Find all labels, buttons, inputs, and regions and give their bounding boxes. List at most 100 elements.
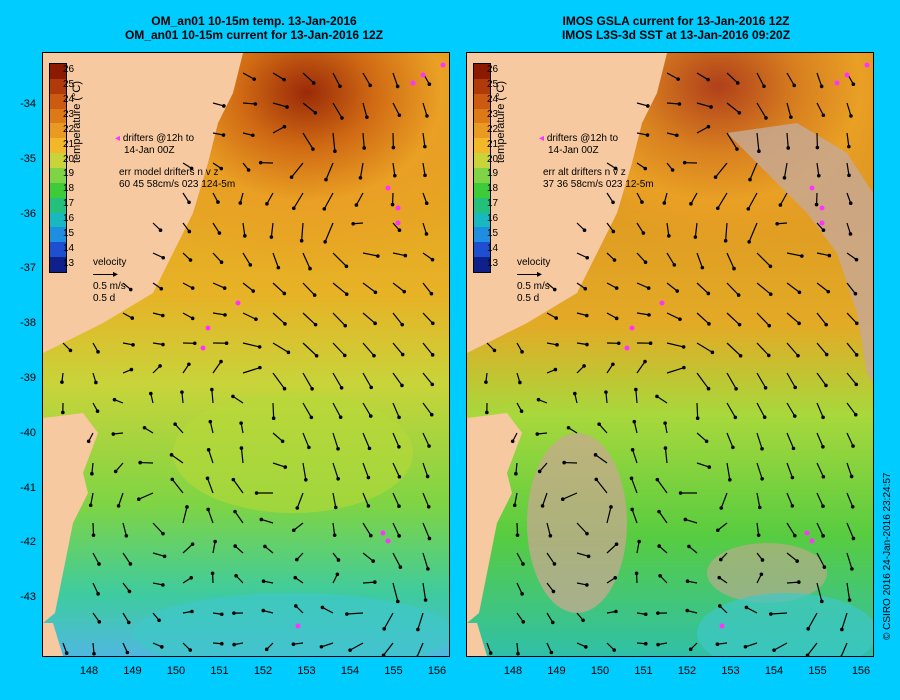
- velocity-arrow-head: [704, 439, 709, 444]
- colorbar-tick-label: 26: [487, 64, 499, 76]
- velocity-arrow: [747, 192, 758, 210]
- velocity-arrow-head: [796, 353, 800, 358]
- velocity-arrow-head: [299, 238, 304, 243]
- velocity-arrow-head: [190, 609, 194, 614]
- velocity-arrow: [666, 222, 670, 236]
- velocity-arrow: [726, 462, 731, 480]
- velocity-arrow: [122, 612, 130, 623]
- velocity-arrow: [362, 102, 368, 118]
- velocity-arrow: [422, 582, 427, 601]
- velocity-arrow: [816, 462, 824, 478]
- velocity-arrow: [516, 552, 524, 565]
- velocity-arrow: [212, 282, 225, 289]
- velocity-arrow: [242, 252, 251, 266]
- velocity-arrow-head: [706, 386, 711, 391]
- velocity-arrow-head: [685, 579, 690, 584]
- velocity-arrow-head: [614, 316, 619, 321]
- velocity-arrow-head: [614, 286, 619, 290]
- velocity-arrow: [756, 402, 766, 418]
- velocity-arrow: [605, 392, 608, 404]
- right-map[interactable]: 26 25 24 23 22 21 20 19 18 17 16 15 14 13 temperature…: [466, 52, 874, 657]
- velocity-arrow: [270, 222, 274, 238]
- right-drifters-label-2: 14-Jan 00Z: [548, 145, 599, 156]
- y-tick-label: -36: [20, 207, 36, 220]
- velocity-arrow-head: [676, 77, 680, 81]
- velocity-arrow-head: [824, 383, 828, 388]
- drifter-marker: [205, 325, 211, 331]
- velocity-arrow-head: [553, 367, 558, 372]
- velocity-arrow-head: [333, 505, 338, 510]
- velocity-arrow-head: [645, 133, 650, 137]
- velocity-arrow-head: [815, 145, 820, 150]
- velocity-arrow: [816, 72, 823, 87]
- velocity-arrow-head: [397, 228, 402, 233]
- velocity-arrow-head: [655, 394, 659, 399]
- velocity-arrow-head: [516, 651, 520, 656]
- right-title: IMOS GSLA current for 13-Jan-2016 12Z IM…: [466, 14, 886, 42]
- velocity-arrow: [746, 606, 758, 614]
- velocity-arrow-head: [795, 559, 799, 563]
- velocity-arrow-head: [398, 565, 403, 569]
- velocity-arrow: [606, 543, 617, 554]
- velocity-arrow-head: [312, 293, 317, 297]
- velocity-arrow-head: [646, 104, 650, 108]
- velocity-arrow-head: [764, 116, 768, 120]
- velocity-arrow-head: [291, 528, 296, 533]
- drifter-marker: [834, 80, 840, 86]
- velocity-arrow-head: [821, 228, 826, 233]
- velocity-arrow-head: [92, 651, 96, 656]
- velocity-arrow-head: [747, 239, 751, 244]
- velocity-arrow-head: [772, 648, 776, 652]
- velocity-arrow: [726, 432, 734, 448]
- velocity-arrow: [272, 252, 279, 268]
- colorbar-segment: [50, 153, 66, 169]
- velocity-arrow-head: [304, 477, 308, 482]
- y-tick-label: -40: [20, 426, 36, 439]
- velocity-arrow-head: [261, 579, 266, 584]
- colorbar-segment: [474, 227, 490, 243]
- velocity-arrow-head: [759, 572, 764, 577]
- velocity-arrow-head: [853, 412, 858, 417]
- velocity-arrow-head: [735, 147, 739, 151]
- left-velocity-scale: 0.5 m/s: [93, 281, 126, 292]
- velocity-arrow-head: [840, 627, 844, 632]
- velocity-arrow-head: [366, 504, 371, 508]
- velocity-arrow-head: [233, 509, 237, 514]
- drifter-marker: [380, 530, 386, 536]
- velocity-arrow: [240, 448, 244, 464]
- velocity-arrow-head: [188, 648, 193, 652]
- velocity-arrow-head: [582, 364, 586, 368]
- left-x-tick-label: 149: [123, 665, 142, 677]
- velocity-arrow-head: [323, 239, 327, 244]
- velocity-arrow: [242, 342, 260, 348]
- velocity-arrow: [786, 372, 796, 388]
- velocity-arrow-head: [793, 385, 797, 390]
- velocity-arrow: [212, 361, 222, 374]
- velocity-arrow-head: [376, 254, 380, 258]
- velocity-arrow: [636, 361, 646, 374]
- velocity-arrow-head: [313, 110, 318, 115]
- velocity-arrow: [636, 541, 640, 554]
- left-map[interactable]: 26 25 24 23 22 21 20 19 18 17 16 15 14 13 temperature…: [42, 52, 450, 657]
- colorbar-tick-label: 18: [487, 183, 499, 195]
- velocity-arrow: [152, 552, 165, 557]
- left-cool-water: [133, 593, 449, 656]
- colorbar-segment: [474, 182, 490, 199]
- velocity-arrow-head: [258, 160, 263, 165]
- velocity-arrow-head: [367, 446, 372, 451]
- velocity-arrow-head: [518, 380, 522, 385]
- velocity-arrow-head: [426, 567, 430, 571]
- velocity-arrow-head: [128, 287, 133, 292]
- velocity-arrow: [562, 492, 578, 500]
- velocity-arrow-head: [672, 263, 677, 267]
- velocity-arrow-head: [427, 82, 432, 87]
- velocity-arrow-head: [821, 534, 825, 538]
- velocity-arrow: [362, 252, 378, 257]
- velocity-arrow: [786, 342, 799, 357]
- velocity-arrow: [666, 102, 680, 105]
- velocity-arrow: [422, 492, 430, 508]
- velocity-arrow-head: [693, 235, 698, 239]
- velocity-arrow-head: [336, 558, 341, 562]
- velocity-arrow-head: [762, 415, 767, 420]
- velocity-arrow-head: [210, 387, 214, 392]
